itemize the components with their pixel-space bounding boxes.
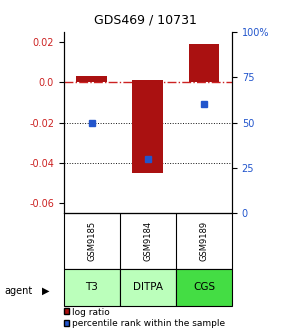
- Text: CGS: CGS: [193, 282, 215, 292]
- Text: GSM9184: GSM9184: [143, 221, 153, 261]
- Text: log ratio: log ratio: [72, 308, 110, 317]
- Text: ▶: ▶: [42, 286, 49, 296]
- Text: GSM9185: GSM9185: [87, 221, 96, 261]
- Bar: [76, 76, 107, 82]
- Text: percentile rank within the sample: percentile rank within the sample: [72, 319, 225, 328]
- Text: GDS469 / 10731: GDS469 / 10731: [94, 13, 196, 27]
- Text: agent: agent: [4, 286, 32, 296]
- Text: DITPA: DITPA: [133, 282, 163, 292]
- Text: GSM9189: GSM9189: [200, 221, 209, 261]
- Bar: [64, 269, 120, 306]
- Bar: [176, 269, 232, 306]
- Bar: [188, 44, 219, 82]
- Text: T3: T3: [85, 282, 98, 292]
- Bar: [120, 269, 176, 306]
- Bar: [133, 80, 163, 173]
